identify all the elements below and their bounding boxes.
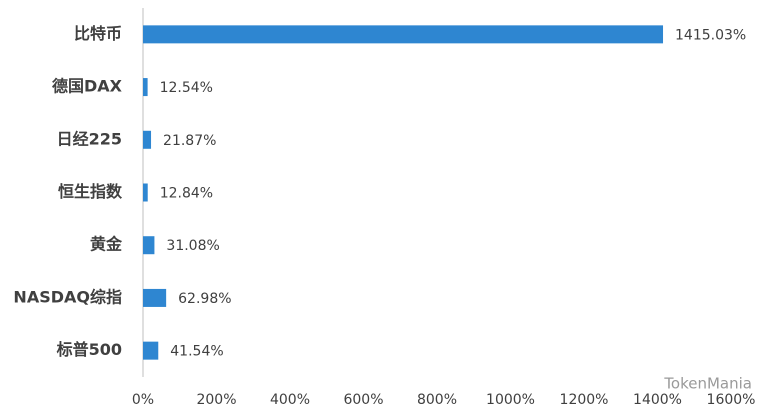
x-tick-label: 0% — [132, 392, 154, 408]
value-label: 62.98% — [178, 291, 231, 307]
category-label: 黄金 — [90, 235, 123, 254]
category-label: NASDAQ综指 — [13, 287, 122, 306]
x-tick-label: 200% — [196, 392, 236, 408]
bar — [143, 288, 167, 307]
x-tick-label: 400% — [270, 392, 310, 408]
x-tick-label: 1600% — [707, 392, 756, 408]
value-label: 12.54% — [160, 80, 213, 96]
bar — [143, 130, 152, 149]
value-label: 31.08% — [166, 238, 219, 254]
x-tick-label: 1000% — [486, 392, 535, 408]
bar — [143, 236, 155, 255]
bar — [143, 78, 148, 97]
category-label: 标普500 — [56, 340, 122, 359]
category-label: 德国DAX — [52, 77, 123, 96]
x-tick-label: 600% — [343, 392, 383, 408]
category-label: 恒生指数 — [58, 182, 123, 201]
value-label: 12.84% — [160, 186, 213, 202]
value-label: 41.54% — [170, 344, 223, 360]
category-label: 日经225 — [57, 129, 122, 148]
category-label: 比特币 — [74, 24, 122, 43]
bar — [143, 183, 148, 202]
bar — [143, 25, 664, 44]
x-tick-label: 1200% — [560, 392, 609, 408]
x-tick-label: 800% — [417, 392, 457, 408]
watermark: TokenMania — [663, 375, 752, 393]
bar — [143, 341, 159, 360]
value-label: 21.87% — [163, 133, 216, 149]
value-label: 1415.03% — [675, 27, 746, 43]
x-tick-label: 1400% — [633, 392, 682, 408]
